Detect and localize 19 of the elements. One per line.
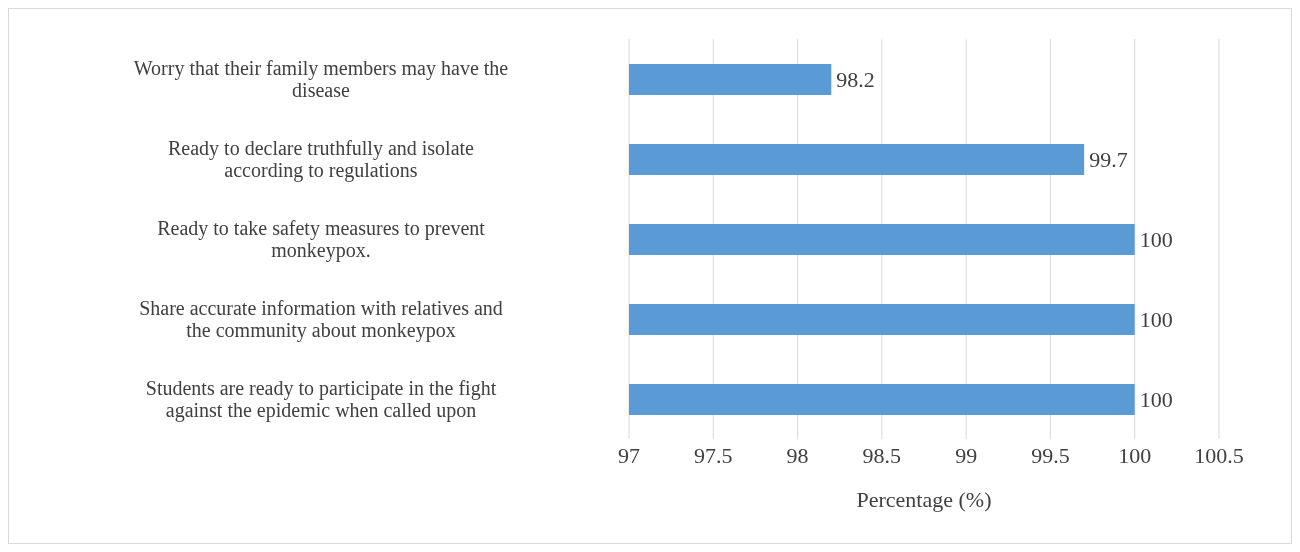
x-tick-label: 100.5 xyxy=(1194,442,1244,468)
x-tick-label: 99.5 xyxy=(1031,442,1070,468)
y-tick-label: Ready to declare truthfully and isolate according to regulations xyxy=(167,137,475,182)
x-tick-label: 99 xyxy=(955,442,978,468)
x-axis-title: Percentage (%) xyxy=(856,487,992,512)
data-label: 100 xyxy=(1139,387,1173,413)
x-tick-label: 97.5 xyxy=(694,442,733,468)
x-tick-label: 98.5 xyxy=(862,442,902,468)
y-tick-label: Worry that their family members may have the disease xyxy=(133,57,509,101)
x-tick-label: 98 xyxy=(786,442,809,468)
data-label: 99.7 xyxy=(1089,147,1128,173)
x-tick-label: 97 xyxy=(618,442,640,468)
data-label: 100 xyxy=(1139,227,1173,253)
y-tick-label: Ready to take safety measures to prevent monkeypox. xyxy=(157,217,486,262)
x-tick-label: 100 xyxy=(1118,442,1152,468)
data-label: 100 xyxy=(1139,307,1173,333)
data-label: 98.2 xyxy=(836,67,875,93)
y-tick-label: Share accurate information with relatives and the community about monkeypox xyxy=(139,297,503,342)
y-tick-label: Students are ready to participate in the fight against the epidemic when called upon xyxy=(145,377,497,422)
